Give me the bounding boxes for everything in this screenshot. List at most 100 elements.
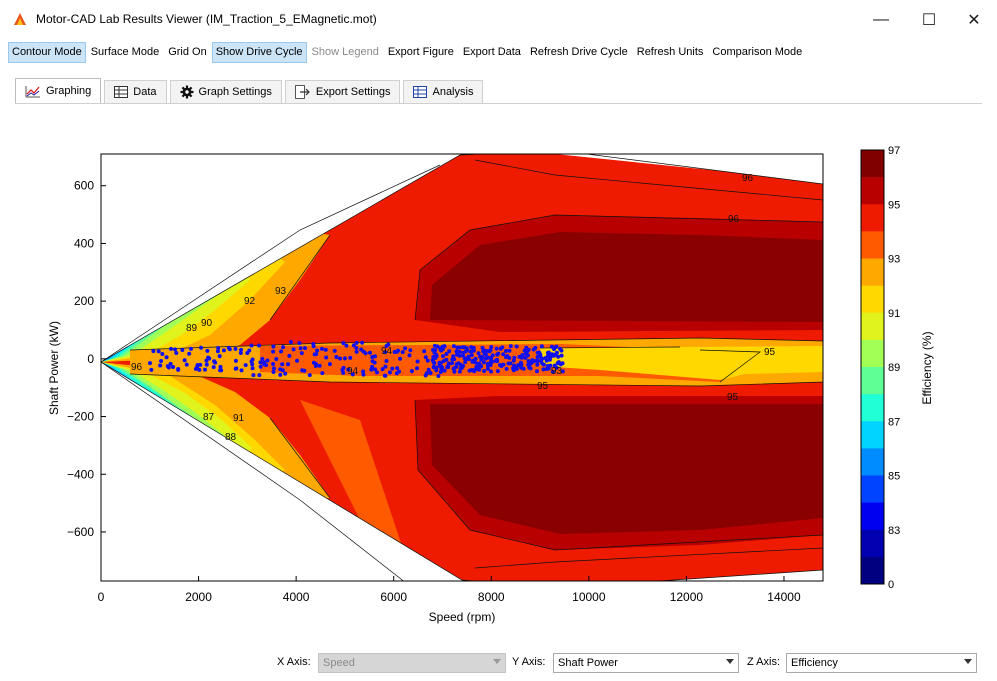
drive-cycle-point xyxy=(206,355,211,360)
maximize-button[interactable]: ☐ xyxy=(921,12,937,29)
toolbar-show-drive-cycle-button[interactable]: Show Drive Cycle xyxy=(211,42,307,63)
drive-cycle-point xyxy=(539,344,544,349)
toolbar-refresh-units-button[interactable]: Refresh Units xyxy=(636,46,704,58)
toolbar-comparison-mode-button[interactable]: Comparison Mode xyxy=(712,46,803,58)
y-tick-label: −200 xyxy=(67,410,94,424)
drive-cycle-point xyxy=(279,349,284,354)
toolbar-surface-mode-button[interactable]: Surface Mode xyxy=(90,46,160,58)
window-title: Motor-CAD Lab Results Viewer (IM_Tractio… xyxy=(36,12,377,26)
contour-label: 93 xyxy=(275,286,287,297)
drive-cycle-point xyxy=(424,371,429,376)
drive-cycle-point xyxy=(327,362,332,367)
drive-cycle-point xyxy=(348,355,353,360)
drive-cycle-point xyxy=(158,363,163,368)
contour-label: 96 xyxy=(131,362,143,373)
minimize-button[interactable]: — xyxy=(873,11,889,28)
drive-cycle-point xyxy=(407,353,412,358)
tab-export-settings[interactable]: Export Settings xyxy=(284,80,401,103)
drive-cycle-point xyxy=(403,346,408,351)
colorbar-tick-label: 0 xyxy=(888,579,894,591)
drive-cycle-point xyxy=(490,353,495,358)
envelope-mask-lower-right xyxy=(461,570,823,581)
y-tick-label: 0 xyxy=(87,352,94,366)
drive-cycle-point xyxy=(211,365,216,370)
drive-cycle-point xyxy=(199,345,204,350)
drive-cycle-point xyxy=(311,360,316,365)
contour-label: 96 xyxy=(728,214,740,225)
drive-cycle-point xyxy=(367,350,372,355)
tab-graphing[interactable]: Graphing xyxy=(15,78,102,103)
drive-cycle-point xyxy=(386,342,391,347)
drive-cycle-point xyxy=(383,364,388,369)
drive-cycle-point xyxy=(533,345,538,350)
drive-cycle-point xyxy=(423,355,428,360)
drive-cycle-point xyxy=(159,359,164,364)
drive-cycle-point xyxy=(213,360,218,365)
table-icon xyxy=(114,86,129,98)
close-button[interactable]: ✕ xyxy=(967,12,981,29)
colorbar-tick-label: 97 xyxy=(888,145,900,157)
tab-data[interactable]: Data xyxy=(104,80,167,103)
z-axis-select[interactable]: Efficiency xyxy=(786,653,977,673)
drive-cycle-point xyxy=(387,370,392,375)
x-axis-select[interactable]: Speed xyxy=(318,653,506,673)
drive-cycle-point xyxy=(535,350,540,355)
drive-cycle-point xyxy=(164,355,169,360)
contour-label: 89 xyxy=(186,323,198,334)
colorbar-band xyxy=(861,177,884,205)
toolbar-export-data-button[interactable]: Export Data xyxy=(462,46,521,58)
drive-cycle-point xyxy=(187,351,192,356)
drive-cycle-point xyxy=(441,354,446,359)
drive-cycle-point xyxy=(278,372,283,377)
contour-label: 95 xyxy=(727,392,739,403)
drive-cycle-point xyxy=(409,369,414,374)
drive-cycle-point xyxy=(334,354,339,359)
drive-cycle-point xyxy=(504,366,509,371)
contour-label: 95 xyxy=(537,381,549,392)
tab-graph-settings[interactable]: Graph Settings xyxy=(169,80,282,103)
drive-cycle-point xyxy=(298,346,303,351)
toolbar-export-figure-button[interactable]: Export Figure xyxy=(387,46,454,58)
y-axis-value: Shaft Power xyxy=(558,657,618,669)
drive-cycle-point xyxy=(463,360,468,365)
drive-cycle-point xyxy=(400,350,405,355)
toolbar-show-legend-button: Show Legend xyxy=(311,46,379,58)
drive-cycle-point xyxy=(451,354,456,359)
tab-analysis[interactable]: Analysis xyxy=(403,80,484,103)
contour-label: 90 xyxy=(201,318,213,329)
drive-cycle-point xyxy=(495,369,500,374)
drive-cycle-point xyxy=(422,349,427,354)
drive-cycle-point xyxy=(344,343,349,348)
drive-cycle-point xyxy=(373,354,378,359)
colorbar-tick-label: 89 xyxy=(888,362,900,374)
toolbar-contour-mode-button[interactable]: Contour Mode xyxy=(8,42,86,63)
drive-cycle-point xyxy=(560,369,565,374)
efficiency-contour-plot: 96 96 95 93 92 90 89 91 93 94 94 95 95 9… xyxy=(47,145,934,624)
colorbar-band xyxy=(861,231,884,259)
drive-cycle-point xyxy=(547,357,552,362)
drive-cycle-point xyxy=(425,358,430,363)
drive-cycle-point xyxy=(151,349,156,354)
drive-cycle-point xyxy=(485,355,490,360)
toolbar-grid-on-button[interactable]: Grid On xyxy=(168,46,207,58)
drive-cycle-points xyxy=(147,340,565,378)
colorbar-band xyxy=(861,150,884,178)
colorbar-ticks: 97 95 93 91 89 87 85 83 0 xyxy=(888,145,900,591)
colorbar-tick-label: 83 xyxy=(888,525,900,537)
drive-cycle-point xyxy=(168,346,173,351)
y-axis-select[interactable]: Shaft Power xyxy=(553,653,739,673)
drive-cycle-point xyxy=(188,346,193,351)
tab-divider xyxy=(15,103,982,104)
contour-label: 94 xyxy=(381,346,393,357)
toolbar-refresh-drive-cycle-button[interactable]: Refresh Drive Cycle xyxy=(529,46,628,58)
drive-cycle-point xyxy=(479,364,484,369)
drive-cycle-point xyxy=(521,366,526,371)
colorbar-frame xyxy=(860,149,885,585)
drive-cycle-point xyxy=(469,353,474,358)
drive-cycle-point xyxy=(323,347,328,352)
drive-cycle-point xyxy=(446,362,451,367)
drive-cycle-point xyxy=(559,353,564,358)
drive-cycle-point xyxy=(438,364,443,369)
colorbar xyxy=(861,150,884,585)
drive-cycle-point xyxy=(250,362,255,367)
